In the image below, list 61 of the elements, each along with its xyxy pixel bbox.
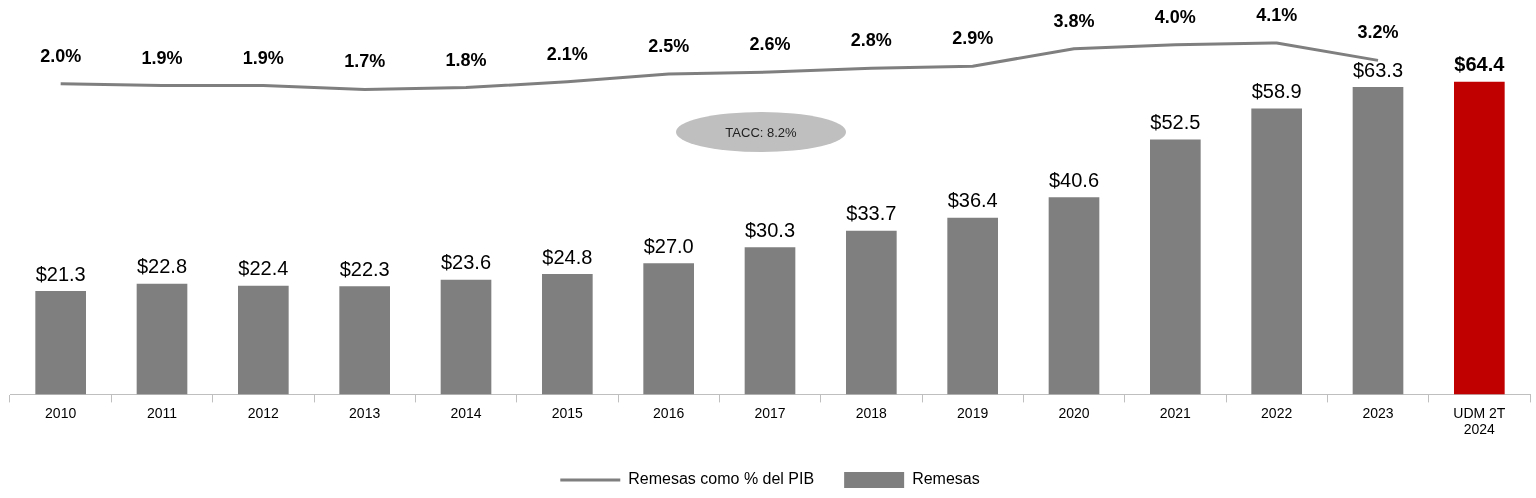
data-label: $22.8 bbox=[136, 255, 188, 278]
data-label: 3.2% bbox=[1357, 22, 1399, 43]
data-label: 3.8% bbox=[1053, 10, 1095, 31]
x-tick-label: 2011 bbox=[146, 404, 178, 421]
x-tick-label: 2012 bbox=[247, 404, 280, 421]
x-tick-label: 2017 bbox=[754, 404, 786, 421]
data-label: 2.0% bbox=[40, 45, 82, 66]
bar bbox=[1048, 197, 1100, 395]
data-label: $52.5 bbox=[1150, 111, 1201, 134]
data-label: 4.0% bbox=[1154, 6, 1196, 27]
x-tick-label: 2010 bbox=[45, 404, 77, 421]
bar bbox=[238, 285, 289, 395]
x-tick-label: 2016 bbox=[653, 404, 685, 421]
data-label: $27.0 bbox=[643, 234, 694, 257]
x-tick-label: UDM 2T 2024 bbox=[1453, 404, 1506, 438]
data-label: $24.8 bbox=[542, 245, 593, 268]
bar bbox=[744, 247, 796, 395]
data-label: 2.8% bbox=[850, 30, 892, 51]
data-label: 1.8% bbox=[445, 49, 487, 70]
data-label: $63.3 bbox=[1352, 58, 1404, 81]
data-label: $33.7 bbox=[846, 202, 897, 225]
x-tick-label: 2013 bbox=[349, 404, 381, 421]
data-label: $64.4 bbox=[1454, 53, 1506, 76]
data-label: $36.4 bbox=[947, 189, 998, 212]
bar bbox=[1454, 81, 1505, 395]
bar bbox=[1150, 139, 1201, 395]
data-label: 2.9% bbox=[952, 28, 994, 49]
data-label: 1.9% bbox=[141, 47, 183, 68]
data-label: $58.9 bbox=[1251, 79, 1302, 102]
data-label: 2.6% bbox=[749, 34, 791, 54]
legend-label: Remesas como % del PIB bbox=[628, 470, 815, 488]
bar bbox=[947, 217, 998, 395]
x-tick-label: 2015 bbox=[551, 404, 584, 421]
bar bbox=[440, 279, 492, 395]
bar bbox=[1251, 108, 1302, 395]
x-tick-label: 2014 bbox=[450, 404, 482, 421]
data-label: $22.4 bbox=[238, 257, 289, 280]
data-label: 1.7% bbox=[344, 51, 386, 72]
data-label: $23.6 bbox=[440, 251, 492, 274]
bar bbox=[136, 283, 188, 395]
data-label: $22.3 bbox=[339, 257, 390, 280]
x-tick-label: 2022 bbox=[1261, 404, 1293, 421]
data-label: 4.1% bbox=[1256, 4, 1298, 25]
bar bbox=[542, 274, 593, 395]
x-tick-label: 2021 bbox=[1159, 404, 1192, 421]
x-tick-label: 2020 bbox=[1058, 404, 1090, 421]
data-label: $21.3 bbox=[35, 262, 86, 285]
legend-label: Remesas bbox=[912, 470, 980, 488]
bar bbox=[1352, 87, 1404, 395]
x-tick-label: 2019 bbox=[957, 404, 989, 421]
x-tick-label: 2018 bbox=[855, 404, 888, 421]
data-label: 2.1% bbox=[546, 43, 588, 64]
bar bbox=[35, 290, 86, 395]
bar bbox=[643, 263, 694, 395]
data-label: $40.6 bbox=[1048, 168, 1100, 191]
x-tick-label: 2023 bbox=[1362, 404, 1394, 421]
bar bbox=[339, 286, 390, 395]
bar bbox=[846, 230, 897, 395]
data-label: 2.5% bbox=[648, 35, 690, 56]
data-label: $30.3 bbox=[744, 218, 796, 241]
data-label: 1.9% bbox=[242, 47, 284, 68]
